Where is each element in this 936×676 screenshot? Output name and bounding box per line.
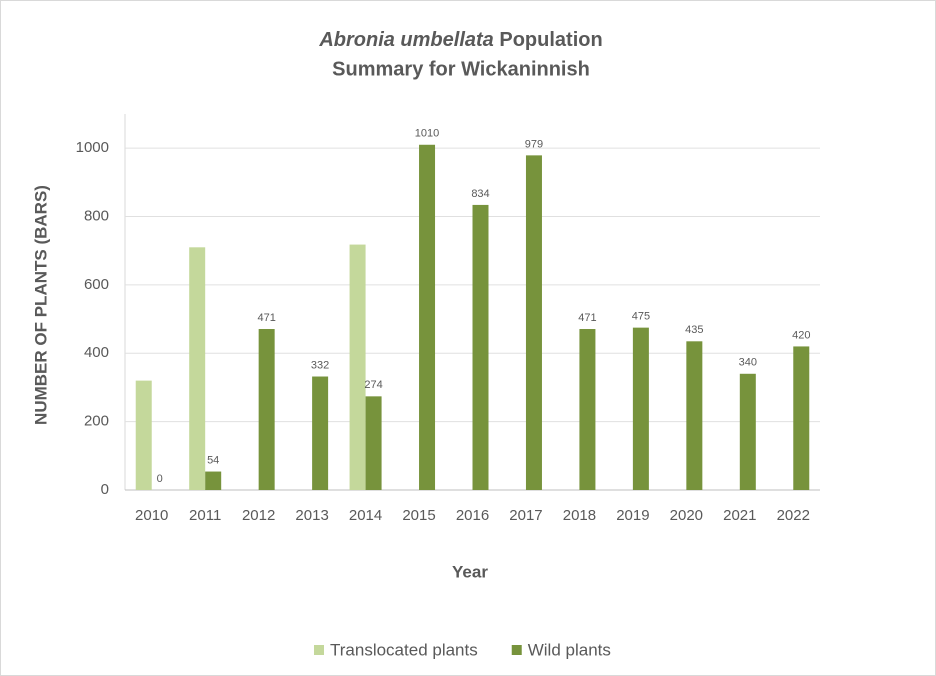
y-tick-label: 200 — [84, 413, 109, 430]
bar — [579, 329, 596, 490]
x-tick-label: 2019 — [616, 507, 649, 524]
x-tick-label: 2010 — [135, 507, 168, 524]
chart-title-line2: Summary for Wickaninnish — [332, 58, 590, 80]
x-tick-label: 2017 — [509, 507, 542, 524]
data-label: 340 — [739, 357, 757, 369]
title-italic: Abronia umbellata — [318, 29, 493, 51]
bar — [258, 329, 275, 490]
chart-title: Abronia umbellata Population — [318, 29, 602, 51]
bar — [525, 155, 542, 491]
data-label: 471 — [257, 312, 275, 324]
bar — [312, 376, 329, 490]
data-label: 834 — [471, 188, 489, 200]
legend-swatch — [511, 645, 522, 655]
title-part: Population — [499, 29, 602, 51]
bar — [365, 396, 382, 490]
bar — [135, 380, 152, 490]
data-label: 332 — [311, 359, 329, 371]
data-label: 471 — [578, 312, 596, 324]
data-label: 435 — [685, 324, 703, 336]
data-label: 979 — [525, 138, 543, 150]
data-label: 274 — [364, 379, 382, 391]
data-label: 1010 — [415, 128, 439, 140]
x-axis-label: Year — [452, 562, 488, 581]
x-tick-label: 2012 — [242, 507, 275, 524]
y-tick-label: 600 — [84, 276, 109, 293]
legend-label: Translocated plants — [330, 640, 478, 659]
x-tick-label: 2020 — [670, 507, 703, 524]
x-tick-label: 2011 — [189, 507, 221, 524]
x-tick-label: 2018 — [563, 507, 596, 524]
bar — [189, 247, 206, 490]
x-tick-label: 2022 — [777, 507, 810, 524]
x-tick-label: 2016 — [456, 507, 489, 524]
y-axis-label: NUMBER OF PLANTS (BARS) — [31, 185, 50, 425]
data-label: 475 — [632, 311, 650, 323]
y-tick-label: 0 — [101, 481, 109, 498]
x-tick-label: 2013 — [295, 507, 328, 524]
data-label: 420 — [792, 329, 810, 341]
bar — [472, 204, 489, 490]
x-tick-label: 2014 — [349, 507, 382, 524]
legend-swatch — [314, 645, 324, 655]
bar — [419, 144, 436, 490]
data-label: 0 — [157, 473, 163, 485]
data-label: 54 — [207, 454, 219, 466]
bar — [739, 373, 756, 490]
y-tick-label: 400 — [84, 344, 109, 361]
bar — [686, 341, 703, 490]
bar — [205, 471, 222, 490]
x-tick-label: 2021 — [723, 507, 756, 524]
x-tick-label: 2015 — [402, 507, 435, 524]
legend-label: Wild plants — [528, 640, 611, 659]
bar — [793, 346, 810, 490]
y-tick-label: 1000 — [76, 139, 109, 156]
y-tick-label: 800 — [84, 208, 109, 225]
bar — [632, 327, 649, 490]
bar — [349, 244, 366, 490]
